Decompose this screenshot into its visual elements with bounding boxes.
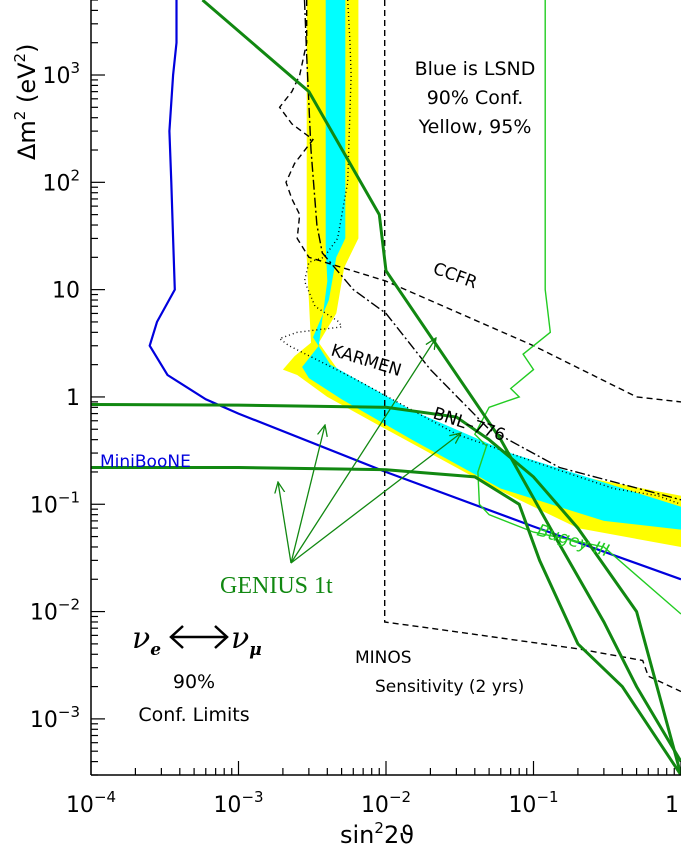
double-arrow-icon	[169, 625, 229, 649]
y-tick-label: 10−1	[30, 488, 80, 518]
axis-ticks	[90, 0, 681, 776]
series-genius-1t-b	[91, 403, 681, 775]
nu-e-symbol: νe	[132, 621, 161, 660]
lsnd-note-line2: 90% Conf.	[427, 87, 524, 109]
y-tick-label: 10	[52, 279, 80, 304]
nu-mu-symbol: νμ	[231, 621, 262, 660]
series-genius-1t-c	[91, 466, 681, 775]
lsnd-note-line3: Yellow, 95%	[418, 116, 532, 138]
lsnd-note-line1: Blue is LSND	[415, 58, 536, 80]
series-genius-1t-a	[201, 0, 681, 763]
x-tick-label: 10−1	[508, 788, 558, 818]
genius-arrow-4	[290, 433, 461, 564]
x-axis-title: sin22ϑ	[340, 819, 414, 849]
conf-limits-line2: Conf. Limits	[138, 704, 249, 726]
x-tick-label: 10−3	[213, 788, 263, 818]
exclusion-curves	[91, 0, 681, 775]
minos-label-line1: MINOS	[355, 648, 412, 668]
series-ccfr	[278, 0, 681, 403]
series-minos	[384, 0, 681, 693]
series-bnl-776	[303, 0, 681, 501]
lsnd-regions	[282, 0, 681, 547]
genius-arrow-2	[290, 425, 325, 564]
genius-arrow-3	[290, 338, 436, 564]
y-tick-label: 10−3	[30, 703, 80, 733]
x-tick-label: 1	[665, 793, 679, 818]
series-miniboone	[148, 0, 681, 581]
minos-label-line2: Sensitivity (2 yrs)	[375, 677, 524, 697]
conf-limits-line1: 90%	[173, 671, 215, 693]
region-lsnd-90	[302, 0, 681, 530]
y-tick-label: 1	[66, 386, 80, 411]
miniboone-label: MiniBooNE	[100, 452, 191, 472]
x-tick-label: 10−4	[66, 788, 116, 818]
y-axis-title: Δm2 (eV2)	[11, 44, 41, 160]
series-karmen	[278, 0, 681, 505]
genius-arrows	[278, 338, 461, 564]
ccfr-label: CCFR	[430, 259, 480, 293]
y-tick-label: 103	[42, 59, 80, 89]
genius-label: GENIUS 1t	[220, 573, 333, 599]
genius-arrow-1	[278, 482, 292, 564]
y-tick-label: 102	[42, 166, 80, 196]
series-bugey-iii	[473, 0, 681, 615]
x-tick-label: 10−2	[361, 788, 411, 818]
oscillation-channel: νe νμ	[132, 621, 262, 660]
y-tick-label: 10−2	[30, 596, 80, 626]
